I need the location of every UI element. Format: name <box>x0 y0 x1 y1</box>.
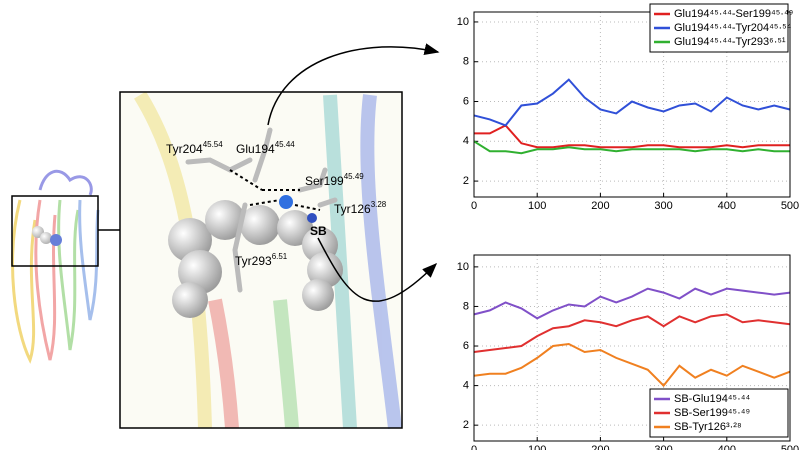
legend-label: SB-Tyr126³·²⁸ <box>674 421 742 433</box>
y-tick-label: 4 <box>463 135 469 147</box>
residue-label: Glu19445.44 <box>236 140 295 156</box>
x-tick-label: 100 <box>528 444 546 450</box>
legend-label: Glu194⁴⁵·⁴⁴-Tyr204⁴⁵·⁵⁴ <box>674 22 792 34</box>
protein-overview <box>11 169 100 364</box>
residue-superscript: 45.54 <box>203 140 224 149</box>
x-tick-label: 500 <box>781 444 799 450</box>
residue-name: Tyr126 <box>334 202 371 216</box>
residue-superscript: 45.49 <box>344 172 365 181</box>
x-tick-label: 100 <box>528 200 546 212</box>
residue-name: Tyr293 <box>235 254 272 268</box>
y-tick-label: 8 <box>463 56 469 68</box>
y-tick-label: 2 <box>463 175 469 187</box>
x-tick-label: 0 <box>471 200 477 212</box>
residue-name: Glu194 <box>236 142 275 156</box>
legend-label: SB-Glu194⁴⁵·⁴⁴ <box>674 393 750 405</box>
zoom-box <box>11 195 99 267</box>
inset <box>120 91 402 429</box>
x-tick-label: 200 <box>591 200 609 212</box>
plot-frame <box>473 11 791 198</box>
y-tick-label: 6 <box>463 340 469 352</box>
x-tick-label: 300 <box>654 200 672 212</box>
x-tick-label: 500 <box>781 200 799 212</box>
legend-label: Glu194⁴⁵·⁴⁴-Ser199⁴⁵·⁴⁹ <box>674 8 793 20</box>
y-tick-label: 4 <box>463 380 469 392</box>
series-line <box>474 124 790 149</box>
series-line <box>473 78 791 127</box>
residue-label: Tyr1263.28 <box>334 200 387 216</box>
y-tick-label: 2 <box>463 419 469 431</box>
x-tick-label: 400 <box>718 444 736 450</box>
residue-superscript: 6.51 <box>272 252 288 261</box>
residue-label: SB <box>310 224 327 238</box>
y-tick-label: 8 <box>463 300 469 312</box>
series-line <box>473 313 791 353</box>
y-tick-label: 10 <box>457 261 469 273</box>
residue-superscript: 45.44 <box>275 140 296 149</box>
plot-frame <box>473 254 791 442</box>
x-tick-label: 0 <box>471 444 477 450</box>
x-tick-label: 300 <box>654 444 672 450</box>
inset-frame <box>119 91 403 429</box>
y-tick-label: 6 <box>463 95 469 107</box>
legend-box <box>649 388 789 438</box>
series-line <box>473 343 791 388</box>
legend-label: Glu194⁴⁵·⁴⁴-Tyr293⁶·⁵¹ <box>674 36 786 48</box>
x-tick-label: 200 <box>591 444 609 450</box>
residue-label: Ser19945.49 <box>305 172 364 188</box>
residue-name: Ser199 <box>305 174 344 188</box>
residue-name: SB <box>310 224 327 238</box>
series-line <box>473 140 790 155</box>
y-tick-label: 10 <box>457 16 469 28</box>
x-tick-label: 400 <box>718 200 736 212</box>
legend-box <box>649 3 789 53</box>
residue-name: Tyr204 <box>166 142 203 156</box>
arrow-top <box>267 43 440 126</box>
residue-label: Tyr20445.54 <box>166 140 223 156</box>
residue-label: Tyr2936.51 <box>235 252 288 268</box>
residue-superscript: 3.28 <box>371 200 387 209</box>
series-line <box>473 287 791 320</box>
arrow-bottom <box>317 237 438 302</box>
legend-label: SB-Ser199⁴⁵·⁴⁹ <box>674 407 750 419</box>
